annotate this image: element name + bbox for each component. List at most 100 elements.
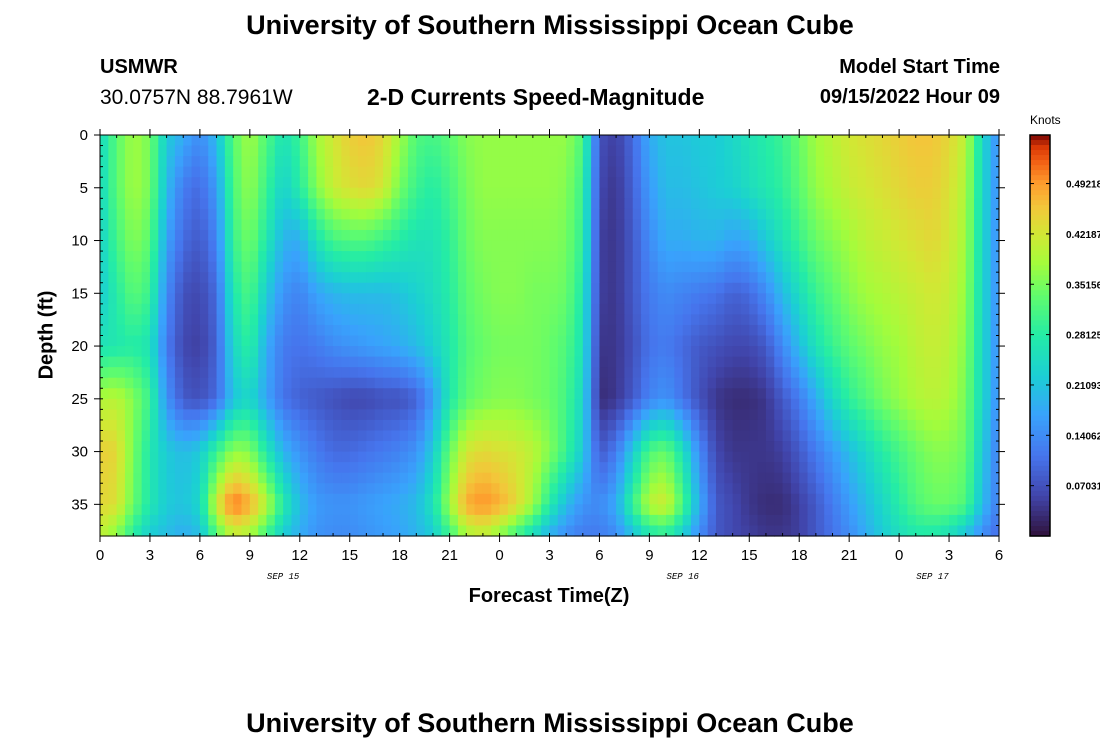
heatmap-cell — [799, 462, 809, 474]
heatmap-cell — [541, 441, 551, 453]
heatmap-cell — [199, 135, 209, 147]
heatmap-cell — [932, 324, 942, 337]
heatmap-cell — [374, 472, 384, 484]
heatmap-cell — [391, 282, 401, 294]
heatmap-cell — [333, 282, 342, 294]
heatmap-cell — [715, 240, 725, 252]
heatmap-cell — [765, 472, 775, 484]
heatmap-cell — [199, 198, 209, 210]
heatmap-cell — [641, 251, 650, 263]
heatmap-cell — [715, 419, 725, 432]
heatmap-cell — [341, 346, 351, 358]
heatmap-cell — [940, 356, 950, 368]
heatmap-cell — [774, 324, 784, 337]
heatmap-cell — [499, 483, 509, 495]
heatmap-cell — [158, 483, 168, 495]
heatmap-cell — [191, 261, 201, 273]
heatmap-cell — [507, 187, 517, 199]
heatmap-cell — [557, 430, 567, 442]
heatmap-cell — [333, 293, 342, 305]
heatmap-cell — [391, 419, 401, 432]
heatmap-cell — [815, 483, 825, 495]
heatmap-cell — [124, 293, 134, 305]
heatmap-cell — [174, 504, 184, 516]
heatmap-cell — [874, 514, 884, 527]
heatmap-cell — [224, 177, 234, 189]
heatmap-cell — [591, 156, 601, 168]
heatmap-cell — [990, 504, 1000, 516]
heatmap-cell — [141, 208, 151, 221]
heatmap-cell — [974, 208, 983, 221]
heatmap-cell — [174, 335, 184, 347]
heatmap-cell — [358, 177, 367, 189]
heatmap-cell — [308, 303, 318, 315]
heatmap-cell — [774, 219, 784, 231]
heatmap-cell — [724, 398, 734, 410]
heatmap-cell — [516, 261, 526, 273]
heatmap-cell — [291, 208, 301, 221]
heatmap-cell — [782, 346, 792, 358]
colorbar-segment — [1030, 420, 1050, 427]
heatmap-cell — [183, 441, 193, 453]
heatmap-cell — [699, 166, 709, 178]
heatmap-cell — [358, 198, 367, 210]
heatmap-cell — [149, 472, 159, 484]
heatmap-cell — [432, 398, 442, 410]
heatmap-cell — [374, 324, 384, 337]
heatmap-cell — [499, 261, 509, 273]
heatmap-cell — [499, 156, 509, 168]
heatmap-cell — [940, 229, 950, 242]
heatmap-cell — [641, 409, 650, 421]
heatmap-cell — [674, 293, 684, 305]
heatmap-cell — [607, 177, 617, 189]
heatmap-cell — [724, 483, 734, 495]
heatmap-cell — [674, 514, 684, 527]
heatmap-cell — [399, 219, 409, 231]
heatmap-cell — [732, 388, 742, 400]
heatmap-cell — [358, 251, 367, 263]
heatmap-cell — [291, 324, 301, 337]
heatmap-cell — [782, 472, 792, 484]
heatmap-cell — [774, 367, 784, 379]
heatmap-cell — [815, 388, 825, 400]
heatmap-cell — [715, 472, 725, 484]
heatmap-cell — [807, 409, 817, 421]
heatmap-cell — [224, 324, 234, 337]
heatmap-cell — [141, 251, 151, 263]
heatmap-cell — [857, 219, 867, 231]
heatmap-cell — [682, 367, 692, 379]
heatmap-cell — [399, 514, 409, 527]
heatmap-cell — [374, 398, 384, 410]
heatmap-cell — [782, 514, 792, 527]
heatmap-cell — [974, 240, 983, 252]
heatmap-cell — [199, 177, 209, 189]
heatmap-cell — [840, 472, 850, 484]
heatmap-cell — [757, 314, 767, 326]
heatmap-cell — [283, 409, 293, 421]
heatmap-cell — [624, 356, 634, 368]
heatmap-cell — [249, 314, 259, 326]
heatmap-cell — [191, 483, 201, 495]
heatmap-cell — [233, 504, 243, 516]
heatmap-cell — [899, 219, 909, 231]
heatmap-cell — [657, 261, 667, 273]
heatmap-cell — [932, 346, 942, 358]
heatmap-cell — [682, 377, 692, 389]
heatmap-cell — [374, 251, 384, 263]
heatmap-cell — [657, 240, 667, 252]
heatmap-cell — [932, 166, 942, 178]
heatmap-cell — [174, 293, 184, 305]
heatmap-cell — [591, 261, 601, 273]
heatmap-cell — [333, 483, 342, 495]
heatmap-cell — [274, 145, 284, 157]
heatmap-cell — [915, 303, 925, 315]
heatmap-cell — [807, 177, 817, 189]
heatmap-cell — [649, 377, 659, 389]
heatmap-cell — [482, 335, 492, 347]
heatmap-cell — [857, 483, 867, 495]
heatmap-cell — [216, 293, 226, 305]
heatmap-cell — [574, 483, 584, 495]
heatmap-cell — [283, 145, 293, 157]
heatmap-cell — [191, 356, 201, 368]
heatmap-cell — [874, 324, 884, 337]
